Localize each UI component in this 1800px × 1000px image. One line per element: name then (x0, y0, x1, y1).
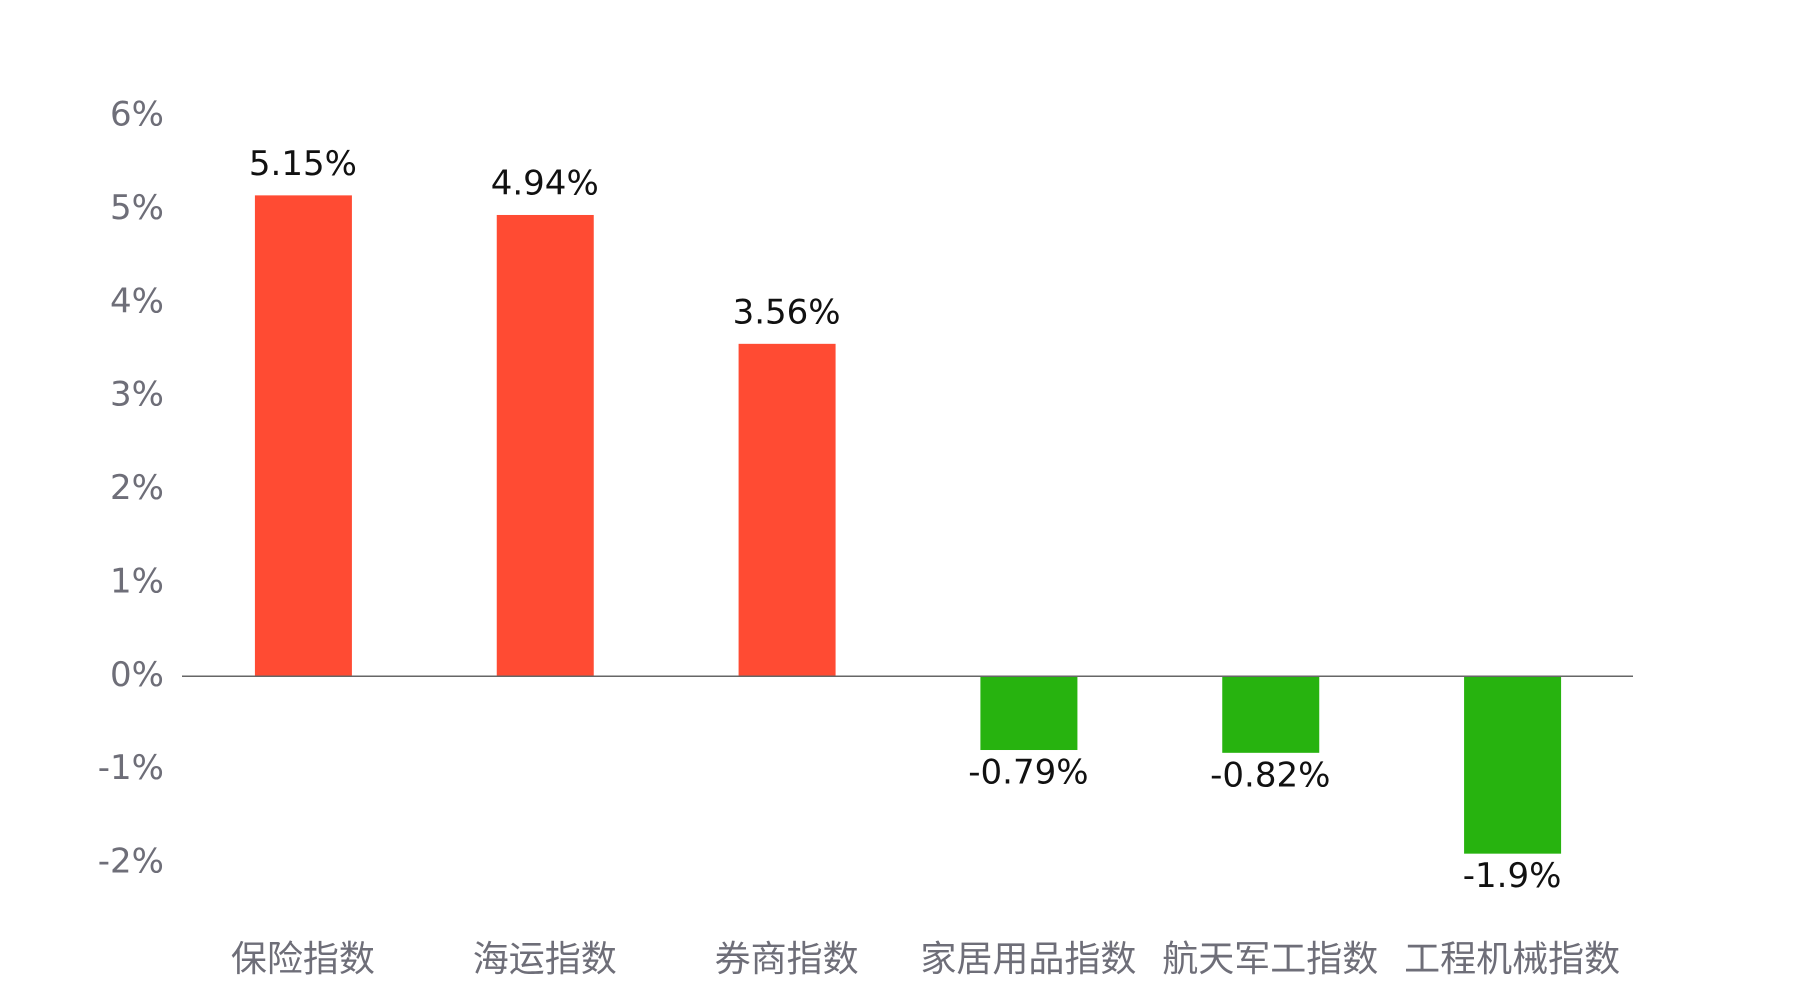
y-tick-label: -2% (98, 842, 164, 882)
bar (1222, 676, 1320, 753)
bar (738, 343, 836, 677)
y-tick-label: -1% (98, 748, 164, 788)
x-tick-label: 航天军工指数 (1162, 939, 1378, 980)
y-tick-label: 4% (110, 281, 164, 321)
x-tick-label: 券商指数 (715, 939, 859, 980)
y-tick-label: 6% (110, 95, 164, 135)
value-label: 3.56% (733, 292, 841, 332)
bar (1464, 676, 1562, 854)
value-label: 4.94% (491, 163, 599, 203)
x-tick-label: 保险指数 (231, 939, 375, 980)
bar (254, 195, 352, 677)
value-label: -0.82% (1210, 755, 1330, 795)
value-label: -1.9% (1463, 856, 1562, 896)
value-label: 5.15% (249, 144, 357, 184)
value-label: -0.79% (968, 753, 1088, 793)
x-tick-label: 家居用品指数 (920, 939, 1136, 980)
x-tick-label: 海运指数 (473, 939, 617, 980)
y-tick-label: 5% (110, 188, 164, 228)
y-tick-label: 2% (110, 468, 164, 508)
x-tick-label: 工程机械指数 (1404, 939, 1620, 980)
y-tick-label: 3% (110, 375, 164, 415)
bar (496, 214, 594, 677)
bar (980, 676, 1078, 751)
y-tick-label: 0% (110, 655, 164, 695)
y-tick-label: 1% (110, 561, 164, 601)
